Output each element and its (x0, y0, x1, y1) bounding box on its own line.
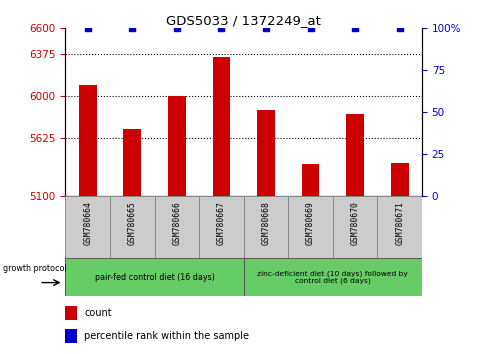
Point (173, 25, 181, 31)
Bar (167, 96, 185, 196)
Bar (65, 329, 77, 343)
Point (350, 25, 358, 31)
Bar (257, 110, 274, 196)
Bar (110, 196, 154, 258)
Bar (154, 196, 199, 258)
Bar (65, 306, 77, 320)
Bar (287, 196, 332, 258)
Title: GDS5033 / 1372249_at: GDS5033 / 1372249_at (166, 14, 320, 27)
Point (84, 25, 91, 31)
Bar (377, 196, 421, 258)
Text: GSM780666: GSM780666 (172, 201, 181, 245)
Bar (243, 258, 421, 296)
Text: growth protocol: growth protocol (2, 264, 66, 273)
Text: count: count (84, 308, 111, 318)
Bar (65, 196, 110, 258)
Text: GSM780665: GSM780665 (128, 201, 136, 245)
Bar (390, 163, 408, 196)
Text: GSM780671: GSM780671 (394, 201, 403, 245)
Text: percentile rank within the sample: percentile rank within the sample (84, 331, 249, 341)
Point (395, 25, 403, 31)
Text: GSM780670: GSM780670 (350, 201, 359, 245)
Text: GSM780664: GSM780664 (83, 201, 92, 245)
Text: GSM780669: GSM780669 (305, 201, 315, 245)
Point (261, 25, 269, 31)
Point (128, 25, 136, 31)
Bar (123, 129, 141, 196)
Point (217, 25, 225, 31)
Bar (65, 258, 243, 296)
Text: GSM780667: GSM780667 (216, 201, 226, 245)
Bar (243, 196, 287, 258)
Bar (79, 86, 96, 196)
Point (306, 25, 314, 31)
Bar (199, 196, 243, 258)
Bar (346, 114, 363, 196)
Bar (212, 57, 230, 196)
Text: pair-fed control diet (16 days): pair-fed control diet (16 days) (94, 273, 214, 281)
Bar (301, 164, 319, 196)
Text: zinc-deficient diet (10 days) followed by
control diet (6 days): zinc-deficient diet (10 days) followed b… (257, 270, 408, 284)
Text: GSM780668: GSM780668 (261, 201, 270, 245)
Bar (332, 196, 377, 258)
